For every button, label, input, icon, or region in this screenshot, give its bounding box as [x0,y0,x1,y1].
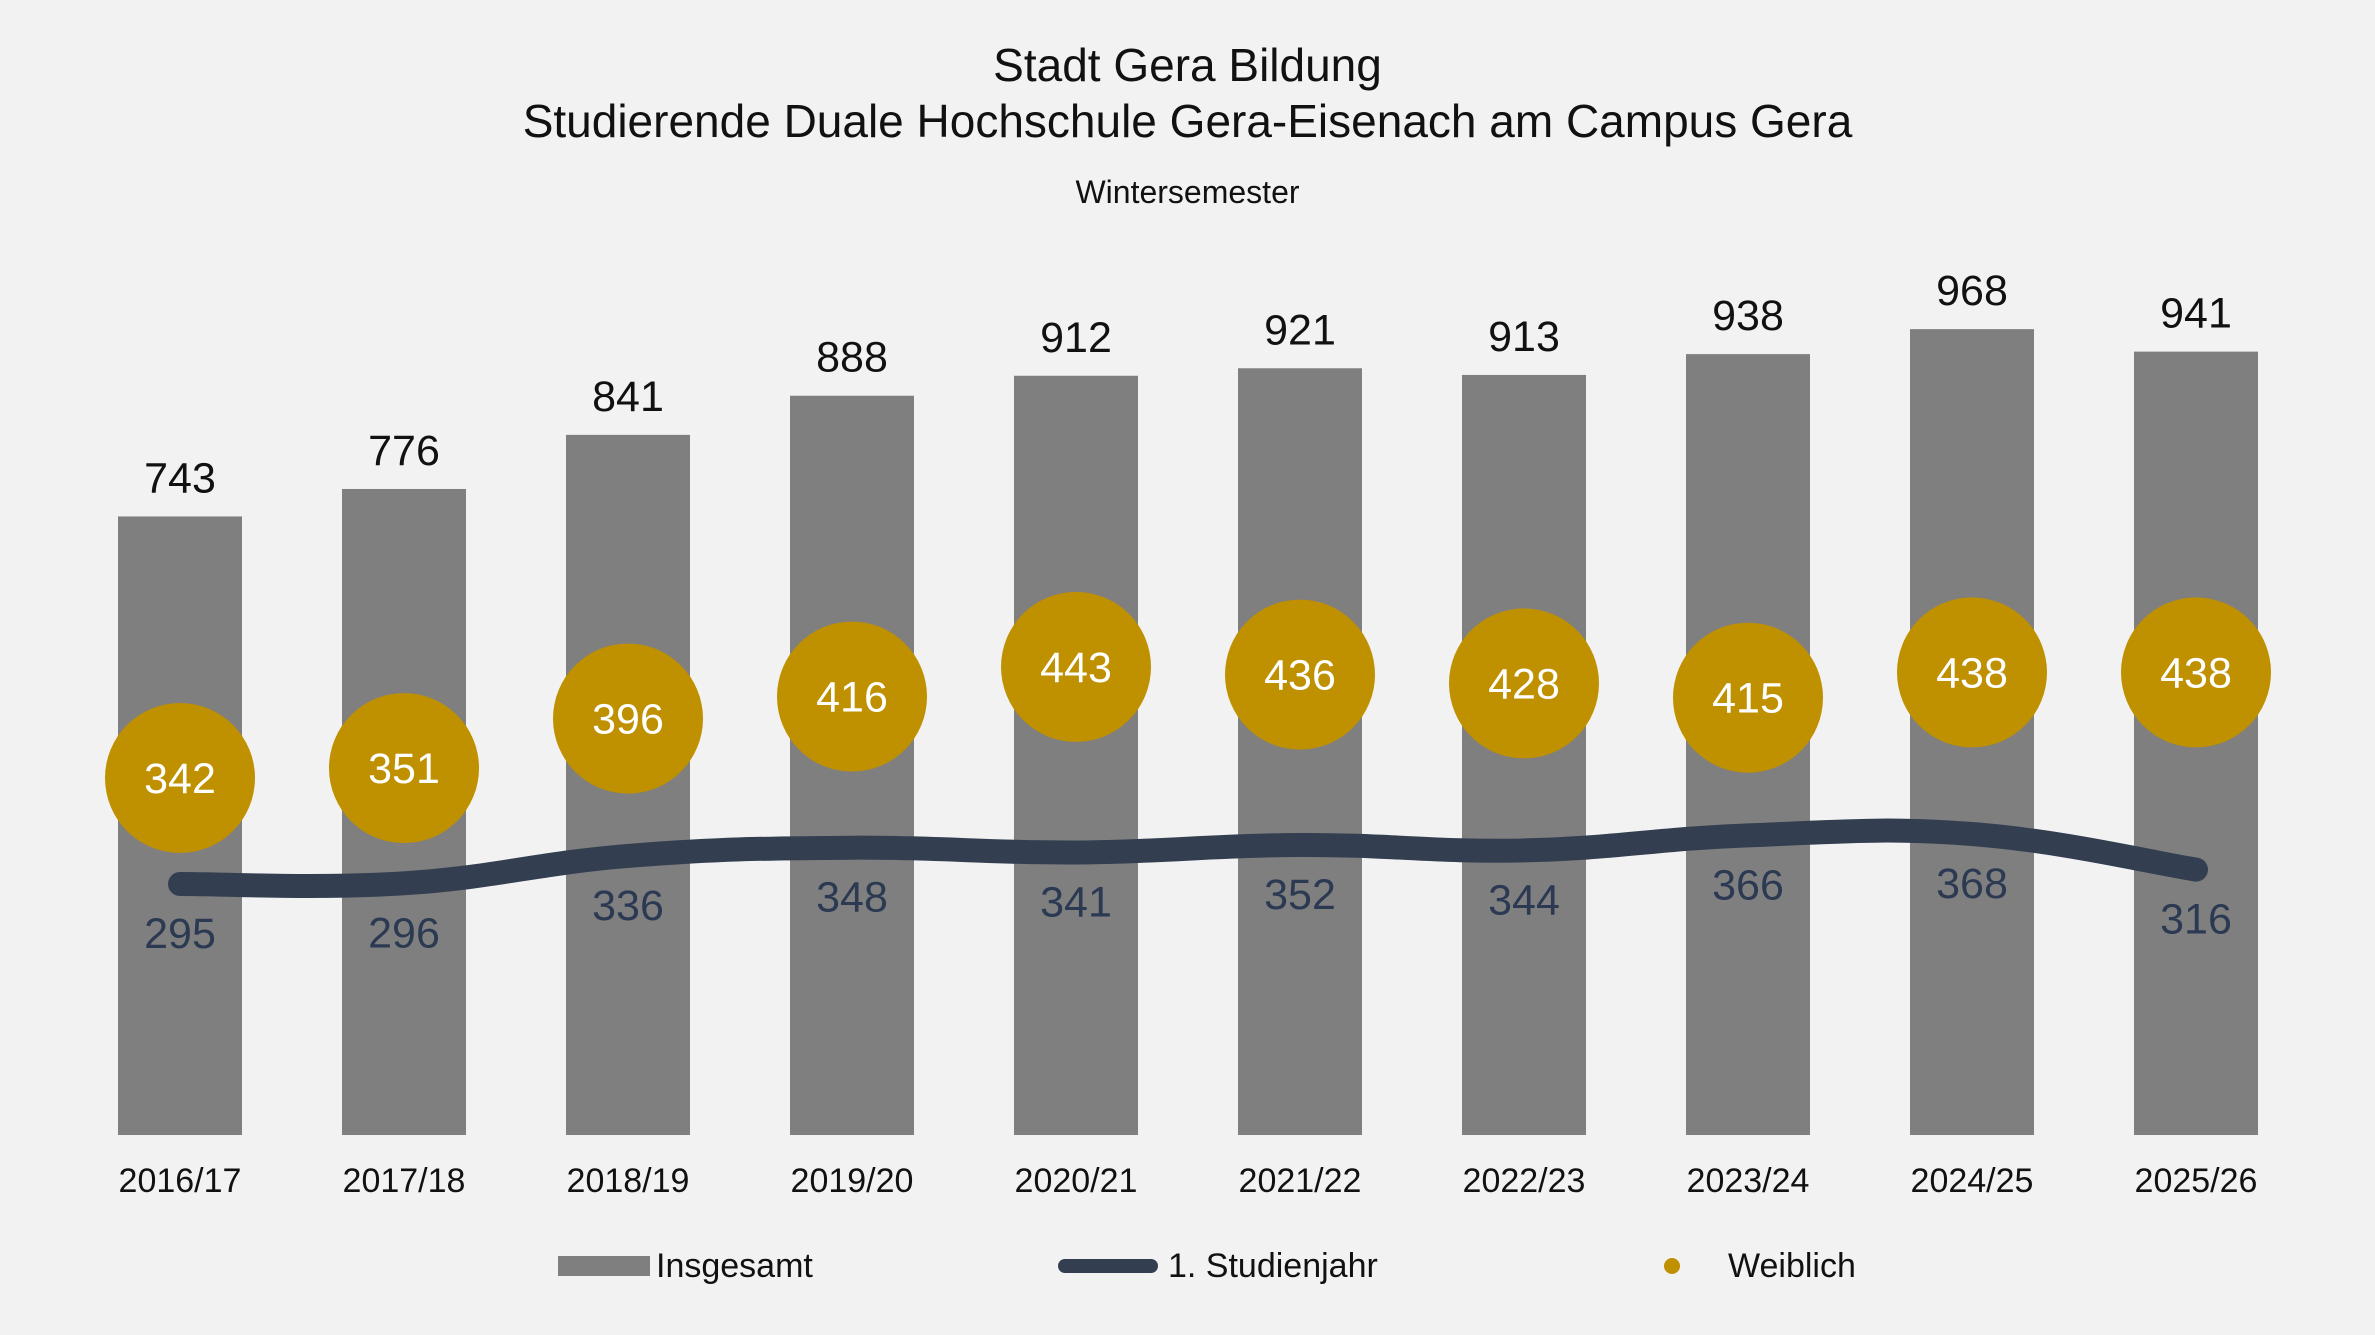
line-value-label: 352 [1264,871,1336,919]
line-value-label: 366 [1712,861,1784,909]
line-value-label: 336 [592,882,664,930]
legend-swatch-bar [558,1256,650,1276]
line-value-label: 316 [2160,896,2232,944]
dot-weiblich [1449,608,1599,759]
chart-title: Stadt Gera Bildung [993,39,1382,91]
bar-value-label: 912 [1040,314,1112,362]
dot-value-label: 438 [2160,649,2232,697]
dot-weiblich [1001,591,1151,742]
line-value-label: 341 [1040,878,1112,926]
dot-value-label: 351 [368,745,440,793]
bar-insgesamt [1238,368,1362,1136]
bar-value-label: 968 [1936,267,2008,315]
legend-item-insgesamt: Insgesamt [558,1244,813,1288]
legend-label-insgesamt: Insgesamt [656,1246,813,1285]
x-tick-label: 2017/18 [343,1162,466,1200]
bar-value-label: 938 [1712,292,1784,340]
bar-insgesamt [1014,375,1138,1135]
bar-value-label: 888 [816,334,888,382]
dot-value-label: 436 [1264,652,1336,700]
dot-weiblich [105,703,255,853]
dot-value-label: 443 [1040,644,1112,692]
chart-subtitle: Wintersemester [1075,174,1300,210]
legend-swatch-dot [1664,1258,1680,1274]
dot-value-label: 396 [592,696,664,744]
bar-value-label: 913 [1488,313,1560,361]
chart-title-line-2: Studierende Duale Hochschule Gera-Eisena… [522,95,1853,147]
legend-label-weiblich: Weiblich [1728,1246,1856,1285]
dot-weiblich [1897,597,2047,748]
line-studienjahr [168,818,2208,898]
dot-value-label: 415 [1712,675,1784,723]
line-value-label: 295 [144,910,216,958]
bar-value-label: 921 [1264,306,1336,354]
x-tick-label: 2024/25 [1911,1162,2034,1200]
legend-item-weiblich: Weiblich [1664,1244,1856,1288]
line-value-label: 296 [368,909,440,957]
legend-label-studienjahr: 1. Studienjahr [1168,1246,1378,1285]
x-tick-label: 2021/22 [1239,1162,1362,1200]
bar-value-label: 941 [2160,290,2232,338]
x-tick-label: 2020/21 [1015,1162,1138,1200]
x-tick-label: 2022/23 [1463,1162,1586,1200]
bar-value-label: 776 [368,427,440,475]
dot-weiblich [329,693,479,844]
line-value-label: 348 [816,874,888,922]
dot-value-label: 342 [144,755,216,803]
dot-value-label: 416 [816,674,888,722]
dot-value-label: 428 [1488,660,1560,708]
x-tick-label: 2025/26 [2135,1162,2258,1200]
dot-weiblich [1225,599,1375,750]
x-tick-label: 2019/20 [791,1162,914,1200]
dot-value-label: 438 [1936,649,2008,697]
line-value-label: 344 [1488,876,1560,924]
line-value-label: 368 [1936,860,2008,908]
bar-value-label: 841 [592,373,664,421]
dot-weiblich [1673,622,1823,773]
dot-weiblich [777,621,927,772]
x-tick-label: 2023/24 [1687,1162,1810,1200]
x-tick-label: 2018/19 [567,1162,690,1200]
legend-item-studienjahr: 1. Studienjahr [1058,1244,1378,1288]
dot-weiblich [2121,597,2271,748]
legend-swatch-line [1058,1259,1158,1273]
dot-weiblich [553,643,703,794]
x-tick-label: 2016/17 [119,1162,242,1200]
bar-value-label: 743 [144,454,216,502]
